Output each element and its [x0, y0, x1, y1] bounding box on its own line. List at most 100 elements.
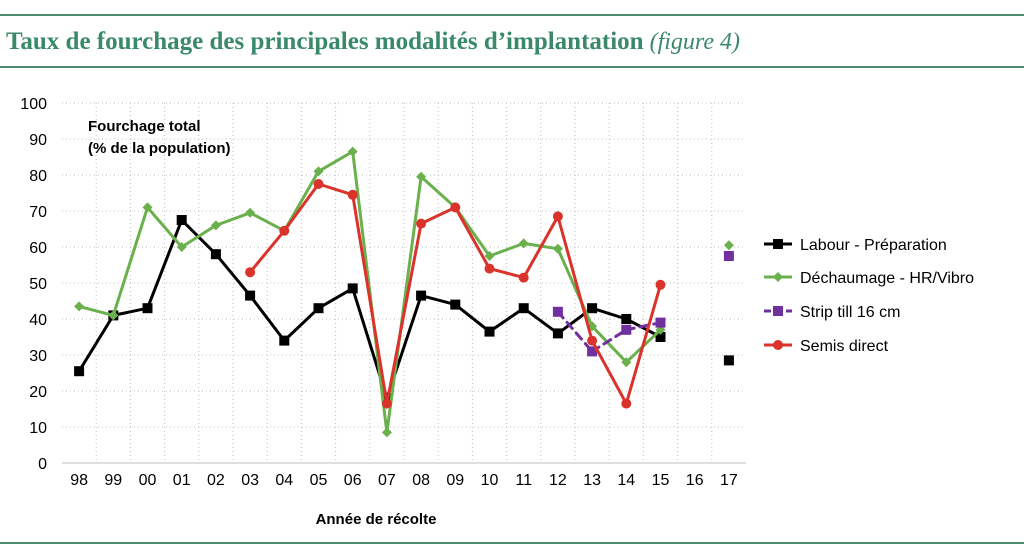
x-axis-ticks: 98 99 00 01 02 03 04 05 06 07 08 09 10 11 12 13 14 15 16 17: [70, 472, 738, 489]
legend: Labour - Préparation Déchaumage - HR/Vibr…: [764, 237, 974, 355]
series-1-point-17: [723, 240, 734, 251]
series-1-point-02: [210, 220, 221, 231]
x-tick-label-10: 10: [481, 472, 499, 489]
series-0-segment-99-00: [111, 306, 149, 317]
x-tick-label-08: 08: [412, 472, 430, 489]
header-rule: [0, 66, 1024, 68]
series-3-segment-03-04: [248, 229, 286, 274]
series-3-point-05: [313, 179, 324, 189]
series-3: [245, 179, 666, 409]
x-tick-label-01: 01: [173, 472, 191, 489]
series-0-segment-05-06: [317, 286, 355, 310]
series-0-segment-00-01: [146, 218, 184, 310]
y-axis-title-line2: (% de la population): [88, 140, 231, 157]
grid: [62, 102, 746, 463]
series-3-point-14: [621, 398, 632, 409]
series-3-point-07: [381, 398, 392, 409]
series-1-point-07: [381, 427, 392, 438]
y-tick-label-70: 70: [29, 204, 47, 221]
series-1-segment-98-99: [77, 304, 115, 317]
series-1-segment-01-02: [180, 223, 218, 249]
series-1-point-00: [142, 202, 153, 213]
legend-marker-0: [773, 239, 783, 249]
series-3-point-06: [347, 189, 358, 200]
series-3-point-15: [655, 279, 666, 290]
series-3-point-04: [279, 225, 290, 236]
series-0-point-10: [484, 326, 495, 337]
series-3-segment-13-14: [590, 339, 628, 406]
series-0-segment-98-99: [77, 313, 115, 373]
series-0-segment-04-05: [282, 306, 320, 343]
series-3-segment-12-13: [556, 214, 594, 343]
legend-label-2: Strip till 16 cm: [800, 304, 900, 321]
legend-label-3: Semis direct: [800, 338, 889, 355]
series-0-point-02: [210, 249, 221, 260]
x-tick-label-98: 98: [70, 472, 88, 489]
series-1-segment-02-03: [214, 211, 252, 227]
series-3-point-03: [245, 267, 256, 278]
series-3-segment-08-09: [419, 205, 457, 226]
series-1-segment-13-14: [590, 324, 628, 364]
series-3-point-08: [416, 218, 427, 229]
bottom-rule: [0, 542, 1024, 544]
series-0-point-15: [655, 332, 666, 342]
series-0-point-17: [723, 355, 734, 366]
series-2-point-12: [552, 306, 563, 317]
series-2-segment-12-13: [556, 310, 594, 353]
series-0-point-04: [279, 335, 290, 346]
series-0-point-98: [74, 366, 85, 377]
series-3-point-13: [587, 335, 598, 346]
series-1-point-98: [74, 301, 85, 312]
legend-marker-1: [773, 272, 783, 282]
legend-marker-3: [773, 340, 783, 350]
y-axis-ticks: 0 10 20 30 40 50 60 70 80 90 100: [20, 96, 47, 473]
top-rule: [0, 14, 1024, 16]
series-0-point-14: [621, 314, 632, 324]
legend-marker-2: [773, 306, 783, 316]
series-1-point-12: [552, 243, 563, 254]
x-tick-label-06: 06: [344, 472, 362, 489]
series-0-point-13: [587, 303, 598, 314]
x-tick-label-07: 07: [378, 472, 396, 489]
series-3-segment-07-08: [385, 222, 423, 406]
y-tick-label-50: 50: [29, 276, 47, 293]
series-0-point-01: [176, 215, 187, 225]
series-3-point-09: [450, 202, 461, 213]
x-tick-label-05: 05: [310, 472, 328, 489]
series-1-segment-99-00: [111, 205, 149, 317]
x-tick-label-99: 99: [104, 472, 122, 489]
series-3-segment-05-06: [317, 182, 355, 197]
x-tick-label-00: 00: [139, 472, 157, 489]
series-2-point-13: [587, 346, 598, 357]
y-tick-label-30: 30: [29, 348, 47, 365]
series-0-segment-09-10: [453, 303, 491, 334]
series-1-point-14: [621, 357, 632, 368]
series-0-segment-03-04: [248, 294, 286, 343]
series-1-segment-07-08: [385, 175, 423, 434]
x-tick-label-16: 16: [686, 472, 704, 489]
x-tick-label-15: 15: [652, 472, 670, 489]
series-1-point-05: [313, 166, 324, 177]
figure-title: Taux de fourchage des principales modali…: [6, 28, 644, 55]
series-1-point-10: [484, 251, 495, 261]
series-2-point-17: [723, 251, 734, 261]
series-1-point-06: [347, 146, 358, 157]
series-1-point-11: [518, 238, 529, 249]
series-1-point-99: [108, 310, 119, 321]
series-1-segment-08-09: [419, 175, 457, 209]
x-tick-label-09: 09: [446, 472, 464, 489]
series-3-segment-11-12: [522, 214, 560, 280]
series-1-segment-03-04: [248, 211, 286, 233]
series-0-segment-13-14: [590, 306, 628, 321]
x-tick-label-02: 02: [207, 472, 225, 489]
series-3-point-10: [484, 263, 495, 274]
series-3-segment-09-10: [453, 205, 491, 271]
figure-header: Taux de fourchage des principales modali…: [6, 28, 740, 56]
series-2-segment-13-14: [590, 328, 628, 353]
x-tick-label-12: 12: [549, 472, 567, 489]
x-tick-label-14: 14: [617, 472, 635, 489]
series-0-point-05: [313, 303, 324, 314]
series-1-segment-10-11: [488, 241, 526, 258]
series-0-point-11: [518, 303, 529, 314]
